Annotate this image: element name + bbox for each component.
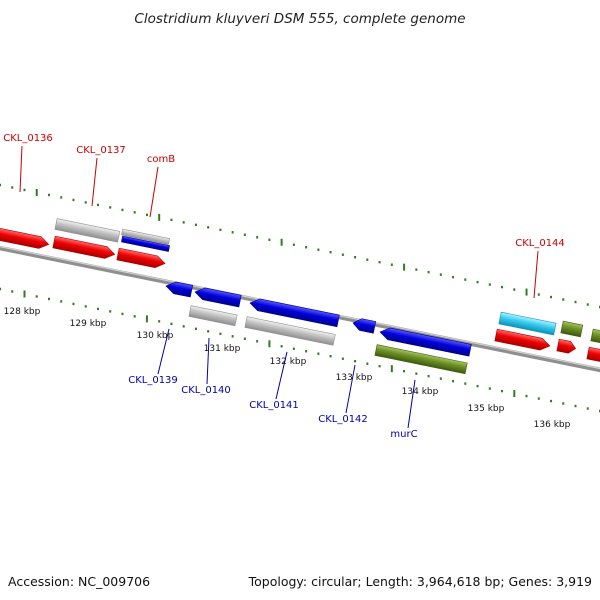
gene-label-ckl-0139[interactable]: CKL_0139 (128, 375, 178, 386)
gene-label-ckl-0142[interactable]: CKL_0142 (318, 414, 368, 425)
gene-comb-middle (121, 235, 170, 252)
leader-line-ckl-0140 (206, 337, 210, 385)
gene-label-murc[interactable]: murC (390, 429, 417, 440)
gene-label-comb[interactable]: comB (147, 154, 175, 165)
gene-labels: CKL_0136CKL_0137comBCKL_0144CKL_0139CKL_… (3, 133, 565, 440)
gene-ckl-0140 (188, 305, 238, 327)
gene-ckl-0146-upper (590, 328, 600, 346)
gene-ckl-0137-upper (54, 218, 121, 243)
gene-label-ckl-0137[interactable]: CKL_0137 (76, 145, 126, 156)
gene-murc (374, 344, 468, 375)
gene-ckl-0145-upper (560, 320, 584, 338)
outer-tick-track (0, 183, 600, 309)
gene-ckl-0145 (556, 338, 577, 354)
gene-ckl-0136 (0, 225, 50, 249)
scale-label-2: 130 kbp (137, 331, 174, 341)
gene-comb (116, 247, 166, 268)
gene-murc-upper (379, 327, 472, 357)
gene-ckl-0144 (494, 328, 551, 351)
scale-label-4: 132 kbp (270, 357, 307, 367)
leader-line-ckl-0137 (91, 157, 98, 207)
topology-text: Topology: circular; Length: 3,964,618 bp… (248, 574, 592, 589)
leader-line-ckl-0136 (19, 145, 23, 193)
scale-label-3: 131 kbp (204, 344, 241, 354)
gene-features (0, 218, 600, 375)
scale-tick-labels: 128 kbp 129 kbp 130 kbp 131 kbp 132 kbp 133 k… (4, 307, 571, 430)
gene-label-ckl-0141[interactable]: CKL_0141 (249, 400, 299, 411)
gene-label-ckl-0136[interactable]: CKL_0136 (3, 133, 53, 144)
gene-ckl-0144-upper (498, 311, 557, 336)
genome-title: Clostridium kluyveri DSM 555, complete g… (134, 11, 465, 27)
leader-line-ckl-0144 (533, 250, 539, 299)
leader-line-comb (149, 166, 159, 218)
leader-line-ckl-0139 (157, 328, 170, 375)
gene-label-ckl-0140[interactable]: CKL_0140 (181, 385, 231, 396)
leader-line-ckl-0141 (275, 351, 288, 400)
gene-ckl-0146 (586, 346, 600, 362)
gene-ckl-0141-upper (249, 298, 340, 328)
inner-tick-track (0, 287, 600, 413)
leader-line-ckl-0142 (345, 364, 356, 414)
gene-ckl-0141 (244, 316, 336, 346)
gene-label-ckl-0144[interactable]: CKL_0144 (515, 238, 565, 249)
gene-comb-upper (121, 228, 170, 245)
gene-ckl-0140-upper (194, 287, 242, 308)
accession-text: Accession: NC_009706 (8, 574, 150, 589)
scale-label-8: 136 kbp (534, 420, 571, 430)
gene-ckl-0142 (352, 318, 377, 334)
gene-ckl-0137 (52, 235, 116, 259)
scale-label-0: 128 kbp (4, 307, 41, 317)
scale-label-1: 129 kbp (70, 319, 107, 329)
scale-label-5: 133 kbp (336, 373, 373, 383)
scale-label-7: 135 kbp (468, 404, 505, 414)
gene-ckl-0139 (165, 281, 194, 298)
leader-line-murc (407, 379, 416, 429)
scale-label-6: 134 kbp (402, 387, 439, 397)
